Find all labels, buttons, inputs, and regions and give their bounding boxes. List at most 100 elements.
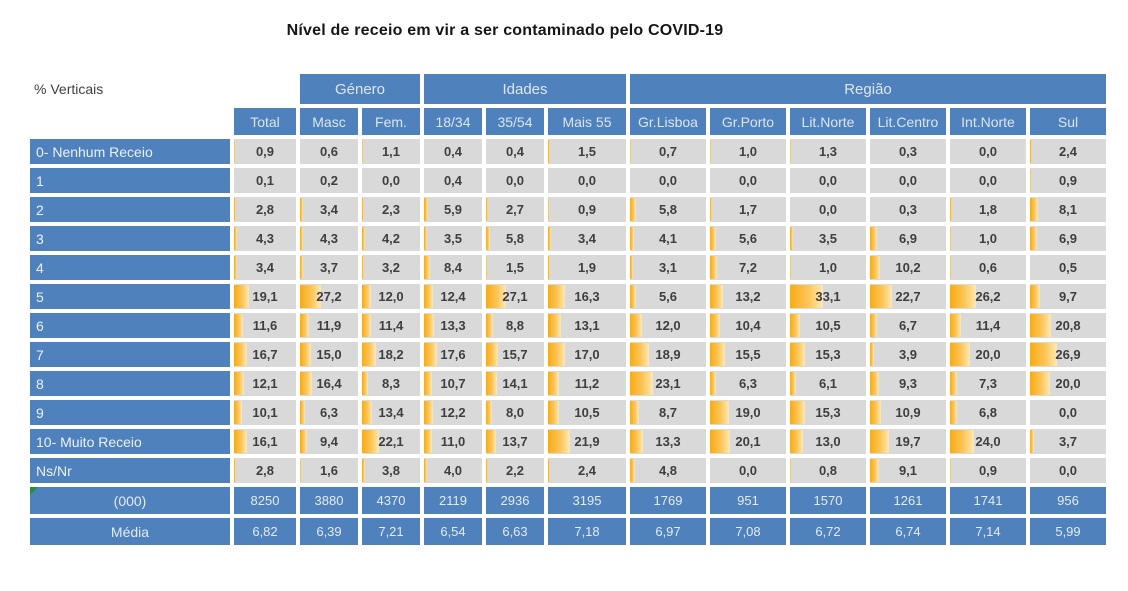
data-bar — [548, 372, 560, 395]
data-bar — [424, 314, 435, 337]
value-cell-text: 12,0 — [655, 318, 681, 333]
value-cell: 6,9 — [870, 226, 946, 251]
value-cell-text: 0,0 — [505, 173, 525, 188]
data-bar — [362, 285, 372, 308]
value-cell: 8,0 — [486, 400, 544, 425]
data-bar — [710, 401, 729, 424]
value-cell: 9,7 — [1030, 284, 1106, 309]
row-label-3: 3 — [30, 226, 230, 251]
value-cell-text: 20,0 — [1055, 376, 1081, 391]
data-bar — [362, 401, 373, 424]
mean-value-cell-text: 6,82 — [252, 524, 278, 539]
data-bar — [300, 285, 321, 308]
value-cell: 0,0 — [790, 197, 866, 222]
header-row-spacer — [30, 108, 230, 135]
value-cell-text: 1,8 — [978, 202, 998, 217]
value-cell-text: 3,7 — [319, 260, 339, 275]
data-bar — [950, 343, 970, 366]
value-cell-text: 3,4 — [577, 231, 597, 246]
value-cell: 2,8 — [234, 197, 296, 222]
value-cell: 12,0 — [630, 313, 706, 338]
value-cell-text: 19,7 — [895, 434, 921, 449]
value-cell: 5,6 — [710, 226, 786, 251]
data-bar — [710, 140, 711, 163]
value-cell-text: 15,3 — [815, 347, 841, 362]
base-value-cell: 1769 — [630, 487, 706, 514]
value-cell-text: 0,9 — [1058, 173, 1078, 188]
data-bar — [710, 285, 724, 308]
value-cell-text: 13,3 — [440, 318, 466, 333]
data-bar — [870, 372, 880, 395]
value-cell: 20,0 — [1030, 371, 1106, 396]
value-cell: 12,4 — [424, 284, 482, 309]
data-bar — [424, 198, 429, 221]
value-cell: 22,1 — [362, 429, 420, 454]
column-header-lit-norte: Lit.Norte — [790, 108, 866, 135]
row-label-10-muito-receio-text: 10- Muito Receio — [36, 433, 142, 450]
data-bar — [790, 285, 823, 308]
value-cell-text: 0,4 — [505, 144, 525, 159]
value-cell: 20,1 — [710, 429, 786, 454]
value-cell-text: 1,0 — [978, 231, 998, 246]
value-cell: 26,9 — [1030, 342, 1106, 367]
data-bar — [950, 198, 952, 221]
value-cell: 11,6 — [234, 313, 296, 338]
column-header-18-34-text: 18/34 — [435, 113, 471, 130]
value-cell-text: 1,0 — [738, 144, 758, 159]
value-cell: 13,3 — [630, 429, 706, 454]
column-header-total: Total — [234, 108, 296, 135]
value-cell-text: 14,1 — [502, 376, 528, 391]
value-cell: 11,0 — [424, 429, 482, 454]
data-bar — [362, 227, 366, 250]
mean-value-cell: 7,08 — [710, 518, 786, 545]
value-cell: 17,0 — [548, 342, 626, 367]
value-cell-text: 10,1 — [252, 405, 278, 420]
column-header-35-54: 35/54 — [486, 108, 544, 135]
value-cell: 11,2 — [548, 371, 626, 396]
data-bar — [710, 314, 721, 337]
data-bar — [790, 430, 803, 453]
value-cell: 0,0 — [486, 168, 544, 193]
value-cell: 1,5 — [548, 139, 626, 164]
data-bar — [950, 401, 957, 424]
base-value-cell: 3195 — [548, 487, 626, 514]
data-bar — [1030, 314, 1051, 337]
value-cell-text: 15,5 — [735, 347, 761, 362]
data-bar — [486, 430, 497, 453]
row-label-3-text: 3 — [36, 230, 44, 247]
value-cell: 5,6 — [630, 284, 706, 309]
data-bar — [950, 256, 951, 279]
value-cell: 9,4 — [300, 429, 358, 454]
column-group-regi-o: Região — [630, 74, 1106, 104]
data-bar — [630, 343, 649, 366]
value-cell: 1,9 — [548, 255, 626, 280]
data-bar — [950, 459, 951, 482]
value-cell: 0,6 — [950, 255, 1026, 280]
base-value-cell: 4370 — [362, 487, 420, 514]
value-cell: 0,0 — [1030, 458, 1106, 483]
value-cell-text: 17,6 — [440, 347, 466, 362]
value-cell-text: 20,8 — [1055, 318, 1081, 333]
value-cell: 4,2 — [362, 226, 420, 251]
value-cell-text: 0,3 — [898, 144, 918, 159]
mean-value-cell-text: 6,97 — [655, 524, 681, 539]
value-cell: 8,4 — [424, 255, 482, 280]
value-cell: 0,9 — [1030, 168, 1106, 193]
value-cell: 1,0 — [710, 139, 786, 164]
row-label-4-text: 4 — [36, 259, 44, 276]
value-cell: 20,0 — [950, 342, 1026, 367]
value-cell: 1,8 — [950, 197, 1026, 222]
data-bar — [950, 430, 974, 453]
base-value-cell-text: 8250 — [250, 493, 280, 508]
value-cell: 10,2 — [870, 255, 946, 280]
column-header-mais-55: Mais 55 — [548, 108, 626, 135]
data-bar — [486, 372, 497, 395]
data-bar — [630, 227, 635, 250]
value-cell: 0,4 — [424, 168, 482, 193]
value-cell: 11,4 — [362, 313, 420, 338]
data-bar — [300, 343, 312, 366]
value-cell-text: 9,3 — [898, 376, 918, 391]
value-cell-text: 0,0 — [1058, 405, 1078, 420]
value-cell: 17,6 — [424, 342, 482, 367]
value-cell: 0,0 — [950, 168, 1026, 193]
